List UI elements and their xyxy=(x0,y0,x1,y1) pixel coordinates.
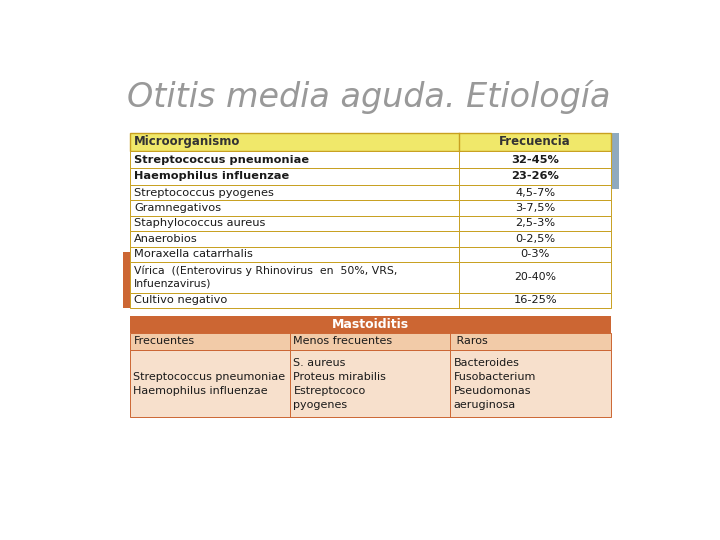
FancyBboxPatch shape xyxy=(130,185,611,200)
Text: 20-40%: 20-40% xyxy=(514,272,556,282)
FancyBboxPatch shape xyxy=(130,168,611,185)
FancyBboxPatch shape xyxy=(130,247,611,262)
Text: Bacteroides
Fusobacterium
Pseudomonas
aeruginosa: Bacteroides Fusobacterium Pseudomonas ae… xyxy=(454,357,536,409)
FancyBboxPatch shape xyxy=(130,200,611,215)
Text: 0-3%: 0-3% xyxy=(521,249,550,259)
Text: Menos frecuentes: Menos frecuentes xyxy=(294,336,392,346)
Text: Otitis media aguda. Etiología: Otitis media aguda. Etiología xyxy=(127,80,611,114)
FancyBboxPatch shape xyxy=(130,151,611,168)
FancyBboxPatch shape xyxy=(611,132,618,189)
FancyBboxPatch shape xyxy=(130,262,611,293)
FancyBboxPatch shape xyxy=(130,231,611,247)
Text: Raros: Raros xyxy=(454,336,488,346)
Text: 4,5-7%: 4,5-7% xyxy=(515,187,555,198)
FancyBboxPatch shape xyxy=(130,215,611,231)
Text: 32-45%: 32-45% xyxy=(511,154,559,165)
Text: Vírica  ((Enterovirus y Rhinovirus  en  50%, VRS,
Infuenzavirus): Vírica ((Enterovirus y Rhinovirus en 50%… xyxy=(134,266,397,289)
Text: Mastoiditis: Mastoiditis xyxy=(332,318,409,331)
FancyBboxPatch shape xyxy=(130,132,611,151)
FancyBboxPatch shape xyxy=(130,333,611,350)
Text: Haemophilus influenzae: Haemophilus influenzae xyxy=(134,172,289,181)
Text: 23-26%: 23-26% xyxy=(511,172,559,181)
Text: Microorganismo: Microorganismo xyxy=(134,136,240,148)
Text: Streptococcus pneumoniae: Streptococcus pneumoniae xyxy=(134,154,310,165)
FancyBboxPatch shape xyxy=(122,252,130,308)
FancyBboxPatch shape xyxy=(130,316,611,333)
Text: Staphylococcus aureus: Staphylococcus aureus xyxy=(134,218,266,228)
Text: S. aureus
Proteus mirabilis
Estreptococo
pyogenes: S. aureus Proteus mirabilis Estreptococo… xyxy=(294,357,387,409)
Text: 2,5-3%: 2,5-3% xyxy=(515,218,555,228)
FancyBboxPatch shape xyxy=(130,350,611,417)
Text: Streptococcus pyogenes: Streptococcus pyogenes xyxy=(134,187,274,198)
Text: Gramnegativos: Gramnegativos xyxy=(134,203,221,213)
FancyBboxPatch shape xyxy=(130,293,611,308)
Text: Streptococcus pneumoniae
Haemophilus influenzae: Streptococcus pneumoniae Haemophilus inf… xyxy=(133,372,286,396)
Text: Anaerobios: Anaerobios xyxy=(134,234,198,244)
Text: Cultivo negativo: Cultivo negativo xyxy=(134,295,228,306)
Text: 16-25%: 16-25% xyxy=(513,295,557,306)
Text: 3-7,5%: 3-7,5% xyxy=(515,203,555,213)
Text: Moraxella catarrhalis: Moraxella catarrhalis xyxy=(134,249,253,259)
Text: Frecuencia: Frecuencia xyxy=(499,136,571,148)
Text: Frecuentes: Frecuentes xyxy=(133,336,194,346)
Text: 0-2,5%: 0-2,5% xyxy=(515,234,555,244)
